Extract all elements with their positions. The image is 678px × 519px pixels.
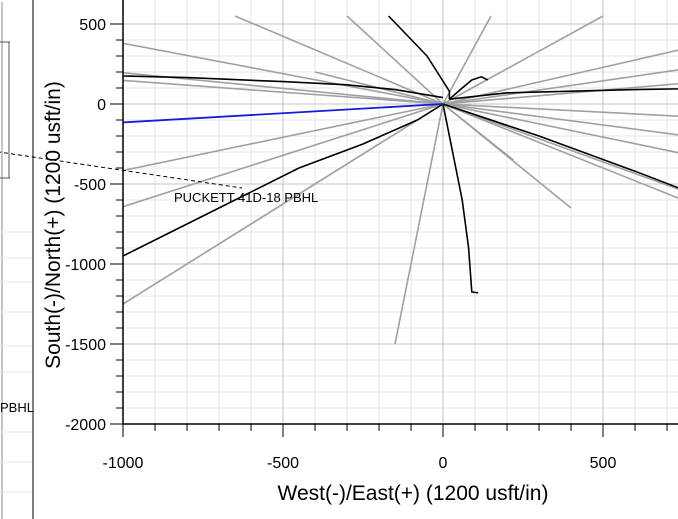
target-annotation: PUCKETT 41D-18 PBHL: [174, 190, 318, 205]
x-axis-title: West(-)/East(+) (1200 usft/in): [278, 482, 549, 505]
y-tick-label: -2000: [65, 417, 106, 434]
anticollision-line: [442, 103, 678, 190]
offset-wellbore-line: [442, 103, 678, 189]
side-label: PBHL: [0, 400, 34, 415]
minor-grid: [122, 0, 678, 425]
anticollision-line: [123, 103, 444, 208]
y-axis-ticks: 500 0 -500 -1000 -1500 -2000: [65, 17, 123, 434]
anticollision-line: [442, 49, 678, 105]
y-axis-title: South(-)/North(+) (1200 usft/in): [42, 81, 65, 369]
anticollision-line: [442, 15, 492, 105]
anticollision-line: [442, 103, 678, 199]
offset-wellbore-line: [448, 76, 489, 100]
anticollision-line: [394, 103, 444, 345]
y-tick-label: -500: [74, 177, 106, 194]
anticollision-line: [123, 103, 444, 305]
plot-frame: [122, 0, 678, 425]
y-tick-label: 500: [79, 17, 106, 34]
anticollision-line: [346, 15, 444, 105]
x-tick-label: 0: [439, 455, 448, 472]
offset-wellbores: [123, 15, 678, 294]
anticollision-line: [442, 103, 678, 136]
anticollision-line: [442, 103, 678, 154]
anticollision-line: [442, 15, 604, 105]
offset-wellbore-line: [449, 88, 678, 100]
offset-wellbore-line: [123, 103, 444, 257]
adjacent-panel: PBHL: [0, 0, 34, 519]
anticollision-line: [442, 103, 678, 117]
anticollision-line: [123, 79, 444, 105]
anticollision-line: [123, 103, 444, 172]
offset-wellbore-line: [123, 75, 444, 99]
x-tick-label: -1000: [103, 455, 144, 472]
x-tick-label: 500: [590, 455, 617, 472]
anticollision-line: [442, 103, 514, 161]
anticollision-line: [234, 15, 444, 105]
planned-wellpath: [123, 103, 444, 124]
anticollision-lines: [123, 15, 678, 345]
offset-wellbore-line: [442, 103, 479, 294]
x-tick-label: -500: [267, 455, 299, 472]
anticollision-line: [123, 72, 444, 105]
anticollision-line: [442, 82, 678, 105]
y-tick-label: -1000: [65, 257, 106, 274]
y-tick-label: -1500: [65, 337, 106, 354]
planned-wellpath-line: [123, 103, 444, 124]
target-marker: [0, 151, 243, 189]
anticollision-line: [123, 42, 444, 105]
y-tick-label: 0: [97, 97, 106, 114]
offset-wellbore-line: [388, 15, 451, 100]
x-axis-ticks: -1500-1000-50005001000: [103, 424, 668, 472]
target-leader-line: [0, 151, 243, 189]
